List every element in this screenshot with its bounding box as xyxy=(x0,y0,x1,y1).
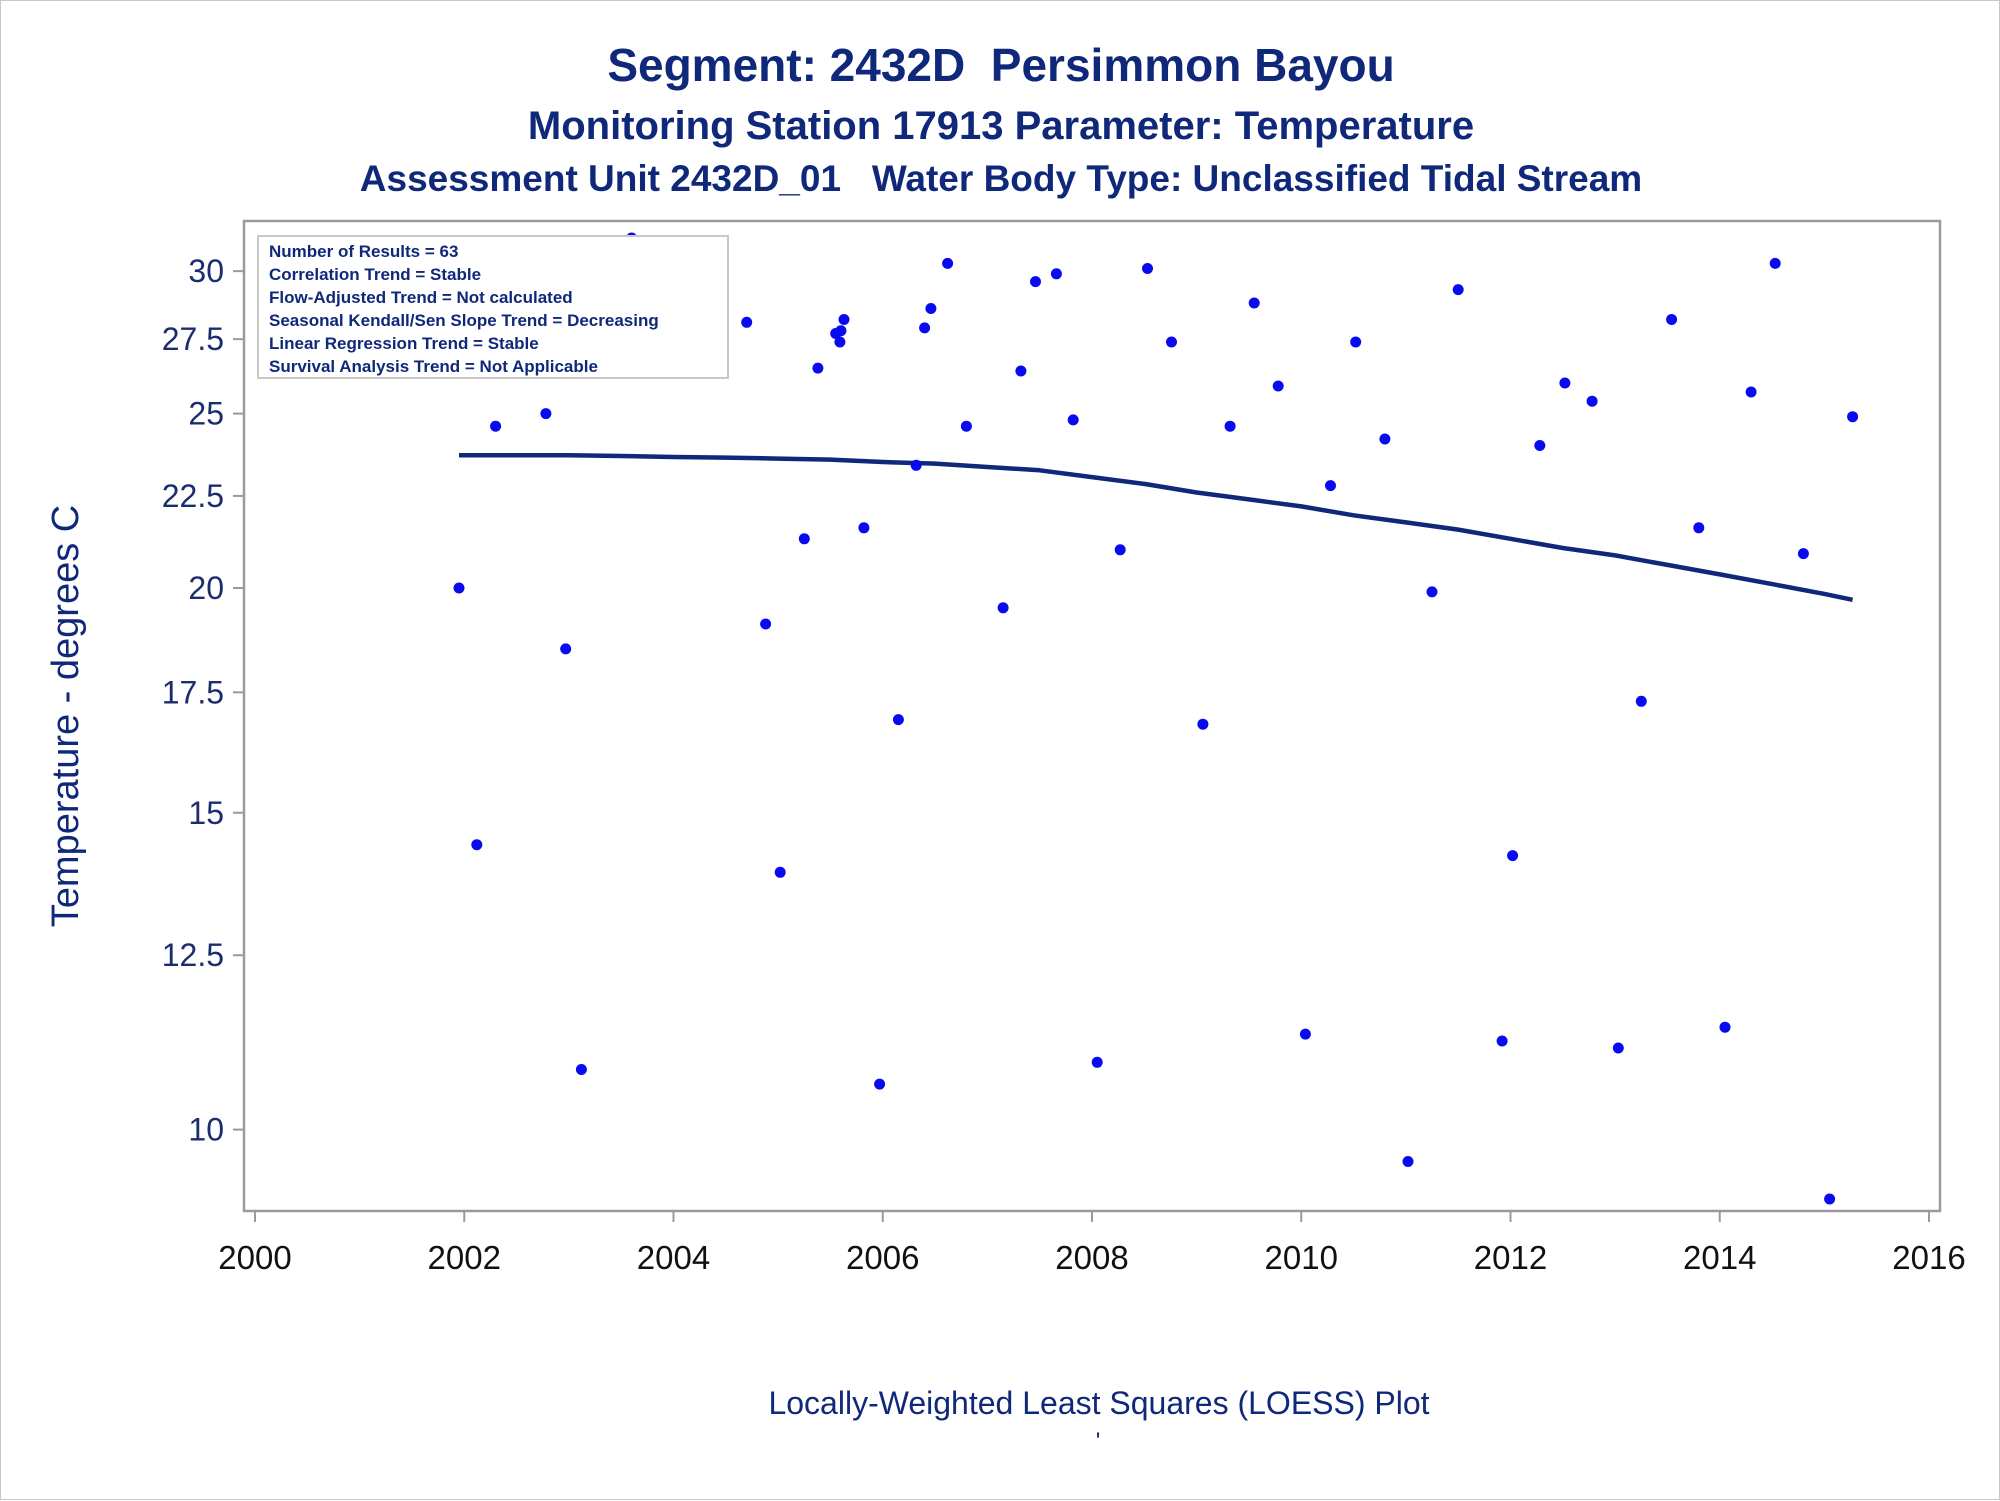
data-point xyxy=(910,459,922,471)
data-point xyxy=(1197,718,1209,730)
stats-line-results: Number of Results = 63 xyxy=(269,242,458,261)
loess-trend-line xyxy=(459,453,1854,603)
data-point xyxy=(1797,548,1809,560)
data-point xyxy=(1402,1156,1414,1167)
data-point xyxy=(1050,268,1062,280)
y-tick-label: 20 xyxy=(188,570,224,606)
x-tick-label: 2002 xyxy=(428,1239,501,1276)
data-point xyxy=(560,643,572,655)
stats-box-frame xyxy=(257,235,729,379)
data-point xyxy=(858,522,870,534)
footnote-mark: ' xyxy=(1096,1428,1101,1455)
stats-line-correlation: Correlation Trend = Stable xyxy=(269,265,481,284)
data-point xyxy=(1015,365,1027,377)
data-point xyxy=(575,1064,587,1075)
data-point xyxy=(1719,1021,1731,1033)
data-point xyxy=(919,322,931,334)
data-point xyxy=(1272,380,1284,392)
data-point xyxy=(942,257,954,269)
stats-line-linear-regression: Linear Regression Trend = Stable xyxy=(269,334,539,353)
chart-subtitle-2: Assessment Unit 2432D_01 Water Body Type… xyxy=(360,158,1642,199)
y-tick-label: 12.5 xyxy=(162,937,224,973)
stats-line-seasonal-kendall: Seasonal Kendall/Sen Slope Trend = Decre… xyxy=(269,311,659,330)
data-point xyxy=(1299,1028,1311,1040)
chart-subtitle: Monitoring Station 17913 Parameter: Temp… xyxy=(528,104,1474,148)
data-point xyxy=(838,314,850,325)
data-point xyxy=(1166,336,1177,348)
data-point xyxy=(892,714,904,726)
data-point xyxy=(960,420,972,432)
y-tick-label: 25 xyxy=(188,396,224,432)
stats-line-flow-adjusted: Flow-Adjusted Trend = Not calculated xyxy=(269,288,573,307)
x-tick-label: 2004 xyxy=(637,1239,710,1276)
y-tick-label: 30 xyxy=(188,253,224,289)
data-point xyxy=(1114,544,1126,556)
data-point xyxy=(1534,440,1546,451)
data-point xyxy=(1824,1193,1836,1205)
data-point xyxy=(1030,276,1041,288)
stats-line-survival: Survival Analysis Trend = Not Applicable xyxy=(269,357,598,376)
data-point xyxy=(1635,695,1647,707)
x-tick-label: 2010 xyxy=(1265,1239,1338,1276)
x-tick-label: 2014 xyxy=(1683,1239,1756,1276)
x-tick-label: 2006 xyxy=(846,1239,919,1276)
data-point xyxy=(798,533,810,545)
data-point xyxy=(490,420,502,432)
x-tick-label: 2008 xyxy=(1055,1239,1128,1276)
y-axis-label: Temperature - degrees C xyxy=(45,505,87,927)
y-tick-label: 15 xyxy=(188,795,224,831)
data-point xyxy=(1496,1035,1508,1047)
data-point xyxy=(1693,522,1705,534)
data-point xyxy=(1091,1056,1103,1068)
data-point xyxy=(741,316,753,328)
data-point xyxy=(471,839,483,851)
data-points xyxy=(453,232,1859,1205)
y-tick-label: 27.5 xyxy=(162,321,224,357)
data-point xyxy=(1847,411,1859,423)
data-point xyxy=(1248,297,1260,309)
data-point xyxy=(812,362,824,374)
x-tick-label: 2016 xyxy=(1892,1239,1965,1276)
footnote: Locally-Weighted Least Squares (LOESS) P… xyxy=(768,1385,1429,1421)
x-tick-label: 2000 xyxy=(218,1239,291,1276)
y-tick-label: 10 xyxy=(188,1112,224,1148)
data-point xyxy=(834,336,846,348)
data-point xyxy=(1325,480,1336,492)
data-point xyxy=(453,582,465,594)
data-point xyxy=(1507,850,1519,862)
data-point xyxy=(874,1078,886,1090)
stats-box: Number of Results = 63 Correlation Trend… xyxy=(257,235,729,379)
data-point xyxy=(1379,433,1391,445)
data-point xyxy=(1067,414,1079,426)
data-point xyxy=(925,303,937,314)
x-tick-label: 2012 xyxy=(1474,1239,1547,1276)
chart-title: Segment: 2432D Persimmon Bayou xyxy=(607,39,1394,91)
y-tick-label: 22.5 xyxy=(162,478,224,514)
x-axis: 2000 2002 2004 2006 2008 2010 2012 2014 2016 xyxy=(218,1211,1966,1276)
data-point xyxy=(1666,314,1678,325)
data-point xyxy=(774,866,786,878)
data-point xyxy=(1586,395,1598,407)
data-point xyxy=(1769,257,1781,269)
y-tick-label: 17.5 xyxy=(162,674,224,710)
data-point xyxy=(835,325,847,337)
data-point xyxy=(1612,1042,1624,1054)
data-point xyxy=(760,618,772,630)
data-point xyxy=(1426,586,1438,598)
y-axis: 10 12.5 15 17.5 20 22.5 25 27.5 30 xyxy=(162,253,244,1148)
data-point xyxy=(1142,263,1153,274)
data-point xyxy=(1224,420,1236,432)
data-point xyxy=(997,602,1009,614)
data-point xyxy=(1559,377,1571,389)
data-point xyxy=(1350,336,1362,348)
data-point xyxy=(1745,386,1757,398)
data-point xyxy=(540,408,552,420)
data-point xyxy=(1452,284,1464,296)
